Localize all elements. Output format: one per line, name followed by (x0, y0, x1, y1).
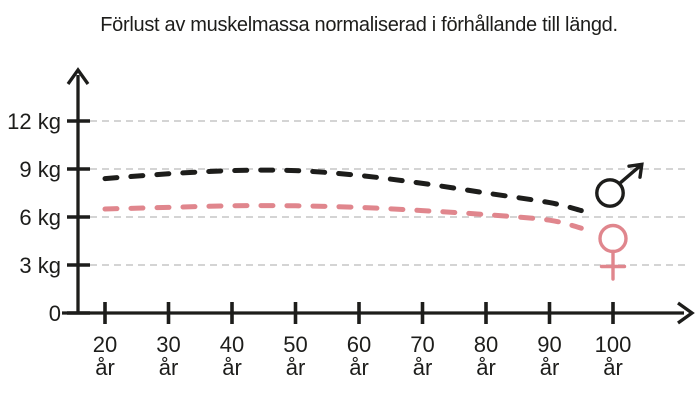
x-axis-arrow-icon (677, 301, 695, 325)
x-tick-label: 100 (595, 332, 632, 357)
x-tick-label: 50 (283, 332, 307, 357)
x-tick-unit-label: år (603, 355, 623, 380)
chart-title: Förlust av muskelmassa normaliserad i fö… (100, 14, 618, 36)
x-tick-unit-label: år (413, 355, 433, 380)
x-tick-unit-label: år (286, 355, 306, 380)
female-symbol-icon (598, 223, 628, 281)
y-tick-label: 9 kg (19, 157, 61, 182)
y-ticks (67, 119, 90, 315)
x-tick-label: 40 (220, 332, 244, 357)
gridlines (90, 120, 689, 266)
x-ticks (103, 302, 615, 324)
y-tick-label: 3 kg (19, 253, 61, 278)
male-symbol-shaft (617, 164, 642, 186)
x-tick-unit-label: år (222, 355, 242, 380)
x-tick-unit-label: år (159, 355, 179, 380)
curve-male (102, 167, 584, 214)
y-tick-label: 12 kg (7, 109, 61, 134)
x-tick-unit-label: år (95, 355, 115, 380)
x-tick-unit-label: år (540, 355, 560, 380)
y-tick-label: 0 (49, 301, 61, 326)
x-tick-label: 70 (410, 332, 434, 357)
x-tick-label: 90 (537, 332, 561, 357)
x-tick-label: 60 (347, 332, 371, 357)
x-tick-label: 20 (93, 332, 117, 357)
male-symbol-circle (595, 178, 625, 208)
y-axis-arrow-icon (66, 67, 90, 85)
male-symbol-icon (595, 162, 644, 208)
x-tick-unit-label: år (476, 355, 496, 380)
y-tick-label: 6 kg (19, 205, 61, 230)
x-tick-label: 80 (474, 332, 498, 357)
y-tick-labels: 0 3 kg 6 kg 9 kg 12 kg (7, 109, 61, 326)
curve-female (102, 203, 584, 231)
axes (62, 67, 695, 325)
female-symbol-circle (598, 223, 628, 254)
male-symbol-arrowhead (627, 162, 644, 179)
x-tick-label: 30 (156, 332, 180, 357)
x-tick-unit-label: år (349, 355, 369, 380)
